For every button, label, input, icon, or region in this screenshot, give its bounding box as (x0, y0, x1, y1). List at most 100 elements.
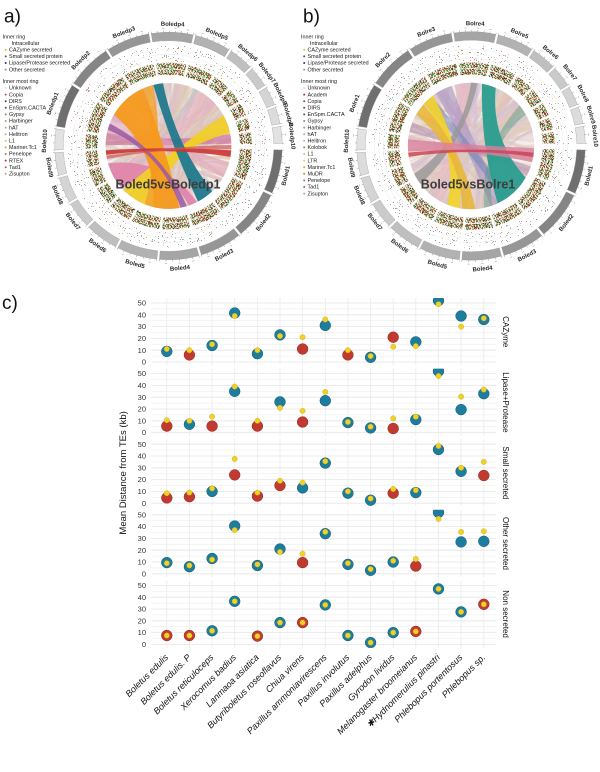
svg-text:20: 20 (138, 616, 146, 625)
svg-text:EnSpm.CACTA: EnSpm.CACTA (308, 112, 345, 118)
svg-text:CAZyme secreted: CAZyme secreted (308, 48, 351, 54)
svg-text:Boledp4: Boledp4 (161, 22, 186, 29)
svg-text:CAZyme: CAZyme (501, 316, 510, 348)
svg-text:Harbinger: Harbinger (308, 125, 332, 131)
svg-text:Bolre9: Bolre9 (585, 105, 596, 125)
svg-text:10: 10 (138, 487, 146, 496)
svg-text:Unknown: Unknown (308, 86, 330, 92)
svg-text:Bolre10: Bolre10 (590, 125, 598, 148)
svg-text:Boled5vsBolre1: Boled5vsBolre1 (421, 178, 516, 192)
svg-text:Other secreted: Other secreted (308, 67, 344, 73)
svg-text:30: 30 (138, 322, 146, 331)
svg-text:Intracellular: Intracellular (310, 41, 338, 47)
svg-text:L1: L1 (9, 139, 15, 145)
svg-text:Non secreted: Non secreted (501, 590, 510, 638)
svg-text:10: 10 (138, 416, 146, 425)
svg-text:10: 10 (138, 558, 146, 567)
svg-text:30: 30 (138, 393, 146, 402)
svg-text:b): b) (303, 7, 320, 28)
svg-text:Gypsy: Gypsy (308, 119, 324, 125)
svg-text:Penelope: Penelope (308, 178, 331, 184)
svg-text:MuDR: MuDR (308, 172, 323, 178)
svg-text:50: 50 (138, 369, 146, 378)
svg-text:Boled10: Boled10 (42, 129, 49, 153)
svg-text:50: 50 (138, 510, 146, 519)
svg-text:Zisupton: Zisupton (308, 191, 329, 197)
svg-text:Inner ring: Inner ring (301, 34, 324, 40)
svg-text:0: 0 (142, 499, 146, 508)
svg-text:0: 0 (142, 640, 146, 649)
svg-text:Other secreted: Other secreted (501, 517, 510, 570)
svg-text:LTR: LTR (308, 158, 318, 164)
svg-text:20: 20 (138, 546, 146, 555)
svg-text:Tad1: Tad1 (308, 185, 320, 191)
svg-text:Lipase+Protease: Lipase+Protease (501, 372, 510, 433)
svg-text:Boled4: Boled4 (170, 265, 191, 273)
svg-text:Small secreted protein: Small secreted protein (9, 54, 63, 60)
svg-text:40: 40 (138, 522, 146, 531)
svg-text:Gypsy: Gypsy (9, 112, 25, 118)
svg-text:Copia: Copia (9, 92, 23, 98)
svg-text:Boled1: Boled1 (281, 165, 292, 186)
svg-text:50: 50 (138, 299, 146, 308)
svg-text:Academ: Academ (308, 92, 328, 98)
svg-text:50: 50 (138, 581, 146, 590)
svg-text:DIRS: DIRS (9, 99, 22, 105)
svg-text:Boled5vsBoledp1: Boled5vsBoledp1 (116, 178, 221, 192)
svg-text:Kolobok: Kolobok (308, 145, 328, 151)
svg-text:Helitron: Helitron (9, 132, 28, 138)
svg-text:Inner most ring: Inner most ring (301, 79, 337, 85)
svg-text:Boled4: Boled4 (472, 265, 493, 273)
svg-text:Bolre4: Bolre4 (466, 21, 486, 28)
svg-text:Boled10: Boled10 (344, 129, 351, 153)
svg-text:Intracellular: Intracellular (12, 41, 40, 47)
svg-text:Harbinger: Harbinger (9, 119, 33, 125)
svg-text:Small secreted protein: Small secreted protein (308, 54, 362, 60)
svg-text:Boled5: Boled5 (124, 259, 146, 270)
svg-text:50: 50 (138, 440, 146, 449)
svg-text:Penelope: Penelope (9, 152, 32, 158)
svg-text:Boled9: Boled9 (44, 157, 53, 178)
svg-text:RTEX: RTEX (9, 158, 24, 164)
svg-text:40: 40 (138, 593, 146, 602)
svg-text:a): a) (4, 7, 21, 28)
svg-text:0: 0 (142, 569, 146, 578)
svg-text:Boled5: Boled5 (427, 260, 449, 271)
svg-text:Zisupton: Zisupton (9, 172, 30, 178)
svg-text:Inner most ring: Inner most ring (3, 79, 39, 85)
svg-text:CAZyme secreted: CAZyme secreted (9, 48, 52, 54)
svg-text:Inner ring: Inner ring (3, 34, 26, 40)
svg-text:Small secreted: Small secreted (501, 446, 510, 499)
svg-text:40: 40 (138, 452, 146, 461)
svg-text:L1: L1 (308, 152, 314, 158)
svg-text:20: 20 (138, 475, 146, 484)
svg-text:Boledp10: Boledp10 (287, 122, 296, 150)
svg-text:Copia: Copia (308, 99, 322, 105)
svg-text:hAT: hAT (9, 125, 19, 131)
svg-text:10: 10 (138, 628, 146, 637)
svg-text:40: 40 (138, 381, 146, 390)
svg-text:EnSpm.CACTA: EnSpm.CACTA (9, 106, 46, 112)
svg-text:20: 20 (138, 334, 146, 343)
svg-text:30: 30 (138, 605, 146, 614)
svg-text:0: 0 (142, 358, 146, 367)
svg-text:30: 30 (138, 463, 146, 472)
svg-text:Other secreted: Other secreted (9, 67, 45, 73)
svg-text:Lipase/Protease secreted: Lipase/Protease secreted (9, 61, 70, 67)
svg-text:Boled1: Boled1 (584, 165, 595, 186)
svg-text:c): c) (2, 293, 18, 314)
svg-text:Mariner.Tc1: Mariner.Tc1 (308, 165, 336, 171)
svg-text:hAT: hAT (308, 132, 318, 138)
svg-text:10: 10 (138, 346, 146, 355)
svg-text:Unknown: Unknown (9, 86, 31, 92)
svg-text:Boled9: Boled9 (346, 157, 355, 178)
svg-text:20: 20 (138, 405, 146, 414)
svg-text:Helitron: Helitron (308, 139, 327, 145)
svg-text:Mariner.Tc1: Mariner.Tc1 (9, 145, 37, 151)
svg-text:Tad1: Tad1 (9, 165, 21, 171)
svg-text:40: 40 (138, 310, 146, 319)
svg-text:Mean Distance from TEs (kb): Mean Distance from TEs (kb) (118, 411, 129, 534)
svg-text:DIRS: DIRS (308, 106, 321, 112)
svg-text:30: 30 (138, 534, 146, 543)
svg-text:Lipase/Protease secreted: Lipase/Protease secreted (308, 61, 369, 67)
